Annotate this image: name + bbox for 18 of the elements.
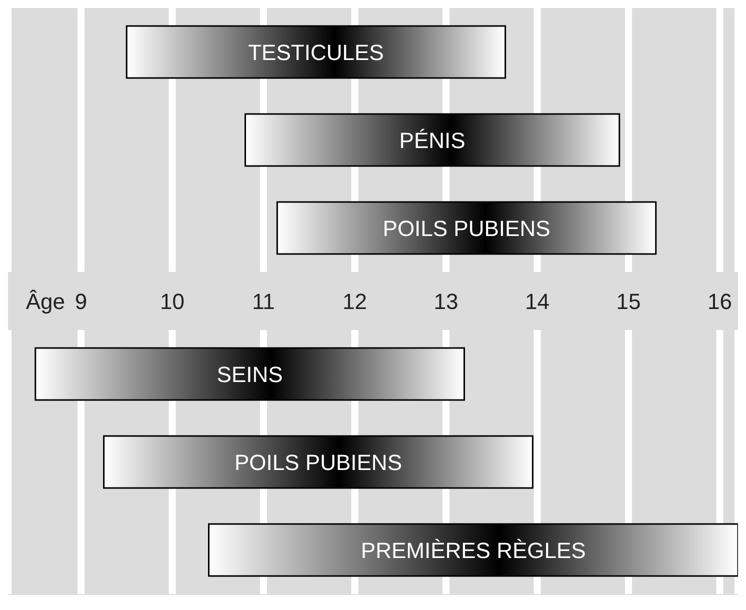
x-tick-label: 16 (708, 289, 732, 314)
y-tick-label: TESTICULES (248, 40, 384, 65)
x-tick-label: 10 (160, 289, 184, 314)
y-tick-label: POILS PUBIENS (382, 216, 550, 241)
bar (276, 201, 657, 255)
bar (244, 113, 620, 167)
y-tick-label: PÉNIS (399, 128, 466, 153)
x-tick-label: 9 (74, 289, 88, 314)
y-tick-label: POILS PUBIENS (234, 450, 402, 475)
x-tick-label: 11 (252, 289, 275, 314)
x-tick-label: 14 (525, 289, 550, 314)
y-tick-label: PREMIÈRES RÈGLES (360, 538, 586, 563)
y-tick-label: SEINS (216, 362, 283, 387)
x-axis-title: Âge (26, 289, 65, 314)
x-tick-label: 13 (434, 289, 458, 314)
x-tick-label: 12 (342, 289, 367, 314)
bar (126, 25, 506, 79)
x-tick-label: 15 (616, 289, 641, 314)
